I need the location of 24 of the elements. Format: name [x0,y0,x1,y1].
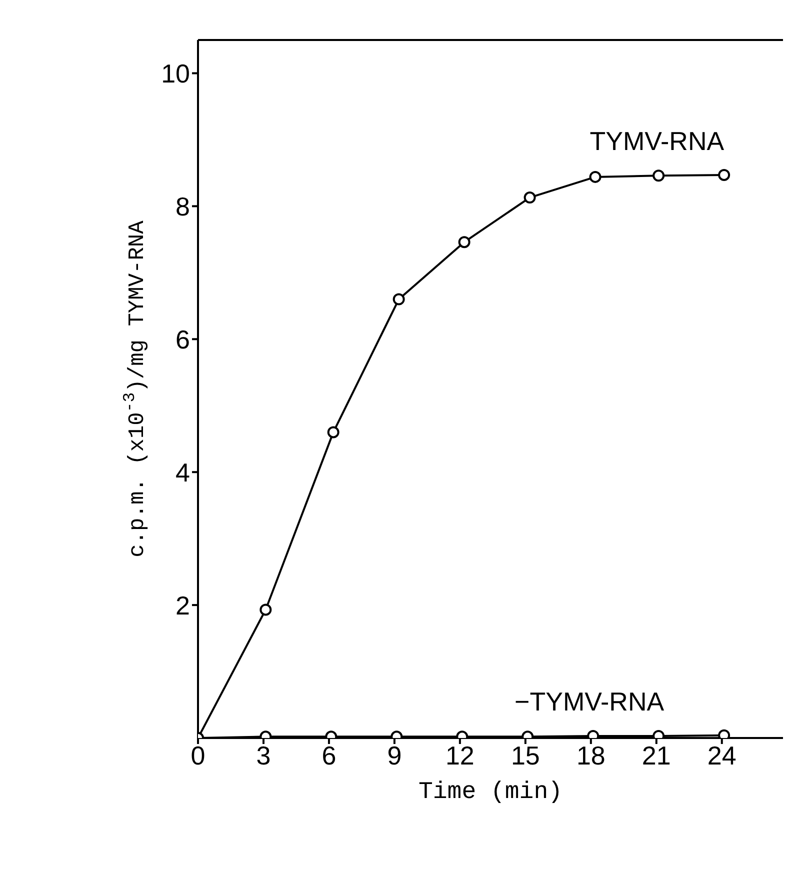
point [524,192,536,204]
y-tick-label: 4 [176,457,190,488]
y-tick-label: 6 [176,324,190,354]
point [458,236,470,248]
x-tick-label: 12 [445,740,474,770]
x-tick-label: 18 [576,740,606,770]
y-tick-label: 8 [176,191,190,222]
y-tick-label: 10 [161,58,190,88]
point [392,293,405,306]
point [718,168,730,181]
x-tick-label: 21 [642,740,671,770]
x-tick-label: 24 [707,740,736,770]
x-tick-label: 0 [190,740,206,770]
x-tick-label: 15 [510,740,540,770]
y-tick-label: 2 [176,590,190,620]
point [652,170,665,182]
point [327,426,340,438]
series-label: −TYMV-RNA [514,686,665,716]
x-axis-title: Time (min) [418,779,563,806]
point [589,170,602,183]
x-tick-label: 3 [256,740,271,770]
series-label: TYMV-RNA [590,126,725,156]
x-tick-label: 6 [322,740,336,770]
x-tick-label: 9 [387,740,402,770]
